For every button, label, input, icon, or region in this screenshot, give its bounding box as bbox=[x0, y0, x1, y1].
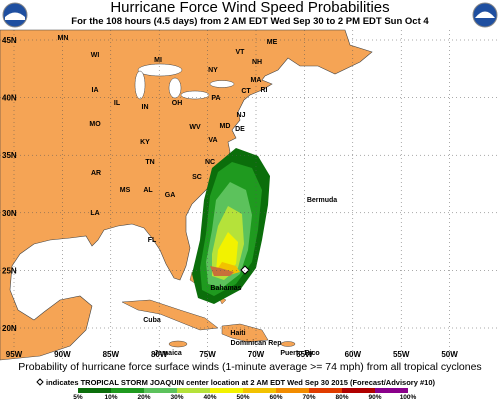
lon-label: 50W bbox=[441, 350, 458, 359]
place-label: NC bbox=[205, 159, 215, 166]
lat-label: 25N bbox=[2, 266, 17, 275]
lake bbox=[168, 77, 182, 99]
place-label: MS bbox=[120, 187, 131, 194]
lon-label: 60W bbox=[345, 350, 362, 359]
place-label: GA bbox=[165, 192, 176, 199]
caption: Probability of hurricane force surface w… bbox=[18, 361, 481, 373]
place-label: PA bbox=[211, 95, 220, 102]
marker-key bbox=[36, 378, 44, 386]
legend-label: 90% bbox=[368, 394, 381, 400]
lat-label: 35N bbox=[2, 151, 17, 160]
place-label: IN bbox=[142, 104, 149, 111]
legend-swatch bbox=[111, 388, 144, 393]
place-label: VT bbox=[236, 49, 246, 56]
place-label: SC bbox=[192, 174, 202, 181]
legend-label: 60% bbox=[269, 394, 282, 400]
place-label: RI bbox=[261, 87, 268, 94]
legend-swatch bbox=[177, 388, 210, 393]
legend-swatch bbox=[210, 388, 243, 393]
lat-label: 40N bbox=[2, 94, 17, 103]
place-label: AR bbox=[91, 170, 101, 177]
place-label: MI bbox=[154, 57, 162, 64]
lon-label: 85W bbox=[103, 350, 120, 359]
place-label: Jamaica bbox=[154, 350, 182, 357]
storm-marker bbox=[240, 265, 250, 275]
place-label: IA bbox=[92, 87, 99, 94]
place-label: NJ bbox=[237, 112, 246, 119]
place-label: Bermuda bbox=[307, 197, 337, 204]
place-label: Bahamas bbox=[210, 285, 241, 292]
place-label: VA bbox=[208, 137, 217, 144]
legend-label: 30% bbox=[170, 394, 183, 400]
subtitle: For the 108 hours (4.5 days) from 2 AM E… bbox=[71, 16, 429, 27]
lon-label: 75W bbox=[199, 350, 216, 359]
place-label: CT bbox=[241, 88, 251, 95]
lake bbox=[180, 90, 210, 100]
jamaica bbox=[168, 340, 188, 348]
title: Hurricane Force Wind Speed Probabilities bbox=[110, 0, 389, 16]
legend-label: 70% bbox=[302, 394, 315, 400]
legend-swatch bbox=[276, 388, 309, 393]
legend-label: 50% bbox=[236, 394, 249, 400]
north-america-land bbox=[0, 29, 373, 361]
lake bbox=[209, 80, 235, 88]
legend-swatch bbox=[342, 388, 375, 393]
grid bbox=[0, 30, 500, 360]
lake bbox=[134, 70, 146, 100]
lat-label: 30N bbox=[2, 209, 17, 218]
legend-swatch bbox=[309, 388, 342, 393]
puerto-rico bbox=[280, 341, 296, 347]
place-label: NH bbox=[252, 59, 262, 66]
lon-label: 55W bbox=[393, 350, 410, 359]
place-label: MO bbox=[89, 121, 101, 128]
place-label: OH bbox=[172, 100, 183, 107]
place-label: Cuba bbox=[143, 317, 161, 324]
place-label: IL bbox=[114, 100, 121, 107]
noaa-logo bbox=[2, 2, 498, 28]
lat-label: 20N bbox=[2, 324, 17, 333]
legend: 5% 10% 20% 30% 40% 50% 60% 70% 80% 90% 100% bbox=[73, 388, 417, 401]
lat-label: 45N bbox=[2, 36, 17, 45]
place-label: WV bbox=[189, 124, 201, 131]
legend-swatch bbox=[78, 388, 111, 393]
place-label: ME bbox=[267, 39, 278, 46]
legend-label: 10% bbox=[104, 394, 117, 400]
place-label: MN bbox=[58, 35, 69, 42]
legend-swatch bbox=[144, 388, 177, 393]
map-labels: 45N 40N 35N 30N 25N 20N 95W 90W 85W 80W 75W 70W 65W 6… bbox=[2, 35, 458, 359]
map: 45N 40N 35N 30N 25N 20N 95W 90W 85W 80W 75W 70W 65W 6… bbox=[0, 29, 500, 361]
lake bbox=[137, 63, 183, 77]
place-label: LA bbox=[90, 210, 99, 217]
place-label: TN bbox=[145, 159, 154, 166]
lon-label: 65W bbox=[296, 350, 313, 359]
place-label: MD bbox=[220, 123, 231, 130]
legend-label: 40% bbox=[203, 394, 216, 400]
lon-label: 95W bbox=[6, 350, 23, 359]
place-label: Puerto Rico bbox=[280, 350, 319, 357]
place-label: FL bbox=[148, 237, 157, 244]
legend-label: 5% bbox=[73, 394, 83, 400]
lon-label: 80W bbox=[151, 350, 168, 359]
place-label: Dominican Rep bbox=[231, 340, 282, 347]
place-label: NY bbox=[208, 67, 218, 74]
swath-bahamas-land bbox=[210, 266, 234, 276]
place-label: DE bbox=[235, 126, 245, 133]
place-label: WI bbox=[91, 52, 100, 59]
lon-label: 90W bbox=[54, 350, 71, 359]
legend-swatch bbox=[375, 388, 408, 393]
cuba bbox=[121, 299, 219, 331]
legend-label: 20% bbox=[137, 394, 150, 400]
place-label: MA bbox=[251, 77, 262, 84]
legend-label: 80% bbox=[335, 394, 348, 400]
place-label: AL bbox=[143, 187, 153, 194]
legend-swatch bbox=[243, 388, 276, 393]
place-label: KY bbox=[140, 139, 150, 146]
legend-label: 100% bbox=[400, 394, 417, 400]
lon-label: 70W bbox=[248, 350, 265, 359]
marker-note: indicates TROPICAL STORM JOAQUIN center … bbox=[46, 378, 435, 387]
place-label: Haiti bbox=[230, 330, 245, 337]
hispaniola bbox=[221, 323, 269, 343]
